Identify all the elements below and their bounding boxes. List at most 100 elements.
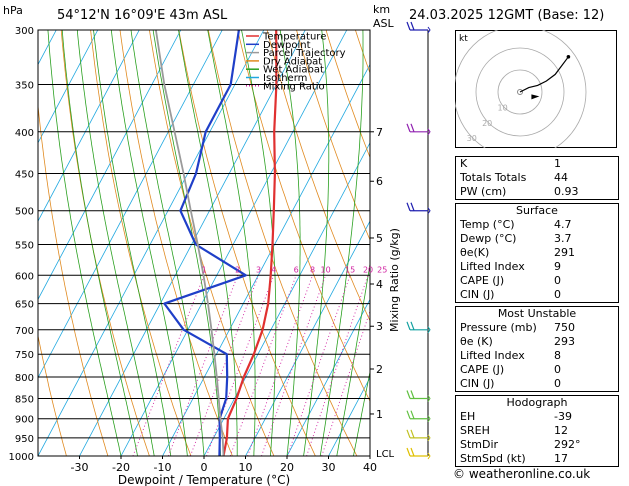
legend-item-label: Temperature — [262, 32, 326, 43]
dry-adiabat-line — [296, 30, 370, 241]
dry-adiabat-line — [620, 30, 629, 456]
isotherm-line — [0, 30, 15, 456]
hodograph-ring — [497, 69, 543, 115]
pressure-tick-label: 800 — [15, 373, 34, 384]
row-value: 291 — [554, 246, 575, 259]
lcl-label: LCL — [376, 449, 395, 460]
row-label: CIN (J) — [460, 288, 495, 301]
mixing-ratio-axis-label: Mixing Ratio (g/kg) — [388, 228, 401, 332]
wet-adiabat-line — [353, 369, 370, 456]
wet-adiabat-line — [303, 30, 330, 456]
mixing-ratio-line — [229, 275, 297, 456]
wet-adiabat-line — [279, 30, 301, 456]
row-label: PW (cm) — [460, 185, 507, 198]
hodograph-ring-label: 10 — [498, 103, 508, 112]
pressure-tick-label: 900 — [15, 415, 34, 426]
row-label: CIN (J) — [460, 377, 495, 390]
wind-barb-feather — [406, 390, 411, 399]
pressure-tick-label: 300 — [15, 26, 34, 37]
row-label: StmDir — [460, 438, 499, 451]
row-value: 9 — [554, 260, 561, 273]
wind-barb-feather — [410, 410, 415, 419]
hodograph-ring-label: 20 — [482, 119, 492, 128]
table-row: Temp (°C) 4.7 — [456, 218, 618, 232]
hodograph-ring — [475, 47, 565, 137]
row-value: 0 — [554, 274, 561, 287]
temperature-tick-label: 40 — [363, 461, 377, 474]
hodograph-title: Hodograph — [506, 396, 568, 409]
mixing-ratio-label: 15 — [345, 265, 355, 274]
isotherm-line — [286, 298, 370, 456]
wind-barb-arrow — [427, 207, 431, 215]
wind-barb-feather — [406, 321, 411, 331]
temperature-profile — [222, 30, 278, 456]
isotherm-line — [245, 220, 370, 456]
row-value: 0.93 — [554, 185, 579, 198]
row-value: 3.7 — [554, 232, 572, 245]
row-label: Pressure (mb) — [460, 321, 537, 334]
wet-adiabat-line — [241, 30, 277, 456]
wind-barb-arrow — [427, 452, 431, 460]
row-label: CAPE (J) — [460, 363, 505, 376]
wind-barb-feather — [406, 202, 411, 211]
hodograph-ring-label: 30 — [467, 134, 477, 143]
most-unstable-title: Most Unstable — [497, 307, 577, 320]
wind-barb-feather — [410, 447, 415, 457]
wind-barb-feather — [406, 123, 411, 133]
dry-adiabat-line — [207, 30, 358, 456]
table-row: CIN (J) 0 — [456, 288, 618, 302]
wet-adiabat-line — [319, 30, 364, 456]
hodograph-endpoint — [566, 55, 571, 59]
mixing-ratio-label: 4 — [271, 265, 276, 274]
pressure-tick-label: 550 — [15, 240, 34, 251]
table-row: StmDir 292° — [456, 438, 618, 452]
isotherm-line — [328, 376, 370, 456]
row-value: 0 — [554, 288, 561, 301]
temperature-tick-label: -30 — [71, 461, 89, 474]
mixing-ratio-label: 6 — [294, 265, 299, 274]
storm-motion-marker — [531, 94, 540, 100]
table-row: EH -39 — [456, 410, 618, 424]
isotherm-line — [162, 63, 370, 456]
wind-barb-feather — [406, 429, 411, 439]
mixing-ratio-label: 3 — [256, 265, 261, 274]
row-value: 12 — [554, 424, 568, 437]
km-tick-label: 6 — [376, 175, 383, 188]
row-value: 4.7 — [554, 218, 572, 231]
pressure-tick-label: 750 — [15, 350, 34, 361]
row-label: Temp (°C) — [460, 218, 515, 231]
table-row: CAPE (J) 0 — [456, 363, 618, 377]
row-value: 750 — [554, 321, 575, 334]
pressure-tick-label: 450 — [15, 169, 34, 180]
table-row: SREH 12 — [456, 424, 618, 438]
table-row: Lifted Index 9 — [456, 260, 618, 274]
dry-adiabat-line — [325, 30, 370, 159]
wind-barb-arrow — [427, 434, 431, 442]
table-row: θe(K) 291 — [456, 246, 618, 260]
isotherm-line — [38, 30, 99, 144]
station-location: 54°12'N 16°09'E 43m ASL — [57, 8, 228, 23]
mixing-ratio-line — [287, 275, 351, 456]
wet-adiabat-line — [61, 30, 138, 456]
km-tick-label: 4 — [376, 278, 383, 291]
pressure-tick-label: 500 — [15, 207, 34, 218]
wind-barb-arrow — [427, 26, 431, 34]
hodograph-center — [517, 89, 523, 95]
mixing-ratio-label: 20 — [363, 265, 373, 274]
table-row: θe (K) 293 — [456, 335, 618, 349]
row-value: 0 — [554, 377, 561, 390]
hodograph-trace — [519, 56, 569, 93]
km-tick-label: 2 — [376, 363, 383, 376]
row-label: SREH — [460, 424, 490, 437]
asl-label: ASL — [373, 17, 394, 30]
wet-adiabat-line — [76, 30, 155, 456]
row-label: CAPE (J) — [460, 274, 505, 287]
wet-adiabat-line — [110, 30, 188, 456]
mixing-ratio-label: 2 — [235, 265, 240, 274]
row-label: Lifted Index — [460, 349, 525, 362]
legend-item-label: Dewpoint — [263, 40, 311, 51]
row-value: 17 — [554, 452, 568, 465]
dry-adiabat-line — [38, 333, 67, 456]
